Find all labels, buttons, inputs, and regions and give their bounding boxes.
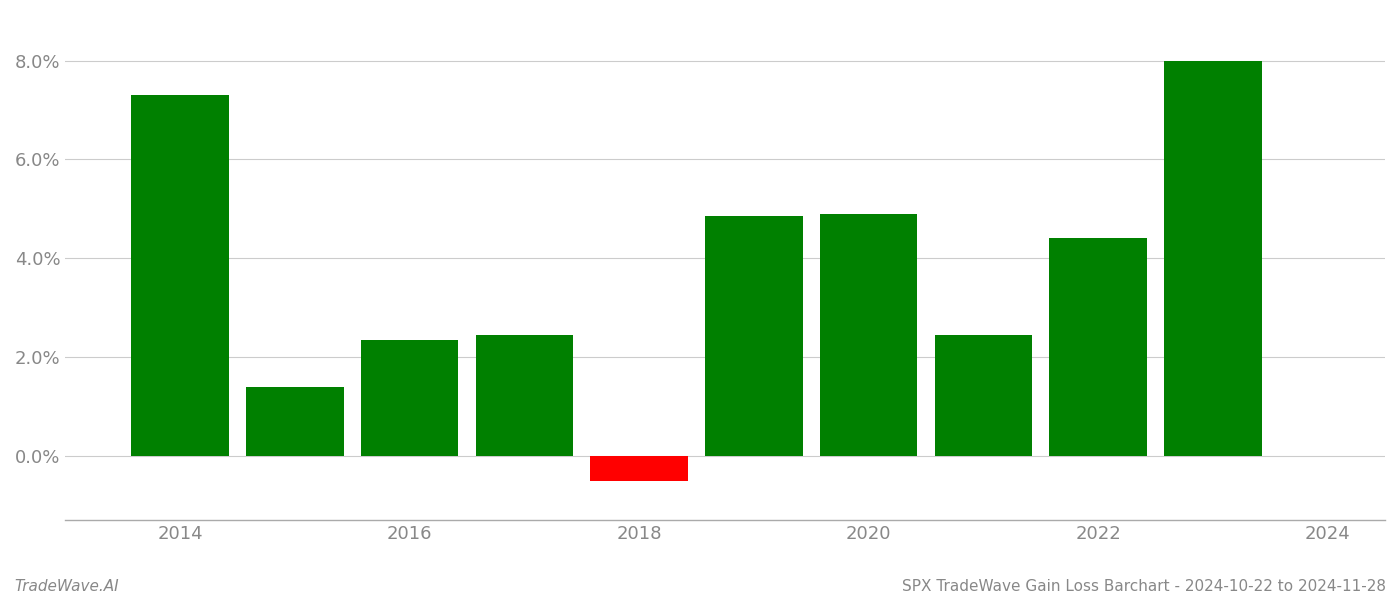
Bar	[591, 456, 687, 481]
Bar	[706, 216, 802, 456]
Bar	[1050, 238, 1147, 456]
Bar	[246, 387, 344, 456]
Bar	[820, 214, 917, 456]
Bar	[476, 335, 573, 456]
Bar	[935, 335, 1032, 456]
Bar	[361, 340, 458, 456]
Bar	[132, 95, 230, 456]
Bar	[1165, 61, 1261, 456]
Text: SPX TradeWave Gain Loss Barchart - 2024-10-22 to 2024-11-28: SPX TradeWave Gain Loss Barchart - 2024-…	[902, 579, 1386, 594]
Text: TradeWave.AI: TradeWave.AI	[14, 579, 119, 594]
